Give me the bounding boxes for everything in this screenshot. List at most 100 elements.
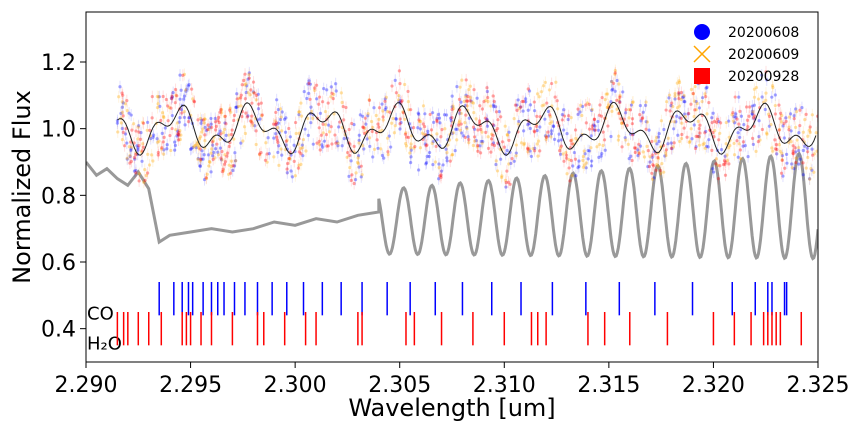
data-point bbox=[264, 141, 268, 145]
data-point bbox=[399, 120, 403, 125]
data-point bbox=[211, 157, 215, 161]
data-point bbox=[176, 138, 181, 142]
data-point bbox=[528, 126, 532, 131]
data-point bbox=[243, 97, 247, 101]
data-point bbox=[675, 81, 679, 85]
data-point bbox=[613, 71, 617, 75]
data-point bbox=[691, 92, 695, 96]
data-point bbox=[232, 137, 236, 141]
data-point bbox=[246, 91, 250, 95]
data-point bbox=[687, 111, 691, 116]
data-point bbox=[386, 152, 390, 157]
data-point bbox=[489, 104, 493, 108]
data-point bbox=[812, 170, 816, 174]
data-point bbox=[361, 144, 365, 148]
data-point bbox=[323, 123, 328, 127]
data-point bbox=[435, 138, 439, 142]
data-point bbox=[605, 105, 609, 109]
data-point bbox=[297, 110, 301, 114]
data-point bbox=[513, 103, 518, 107]
data-point bbox=[136, 146, 140, 150]
data-point bbox=[589, 164, 594, 168]
data-point bbox=[495, 169, 500, 173]
data-point bbox=[213, 116, 217, 121]
data-point bbox=[789, 129, 793, 133]
data-point bbox=[477, 119, 482, 123]
data-point bbox=[440, 128, 444, 132]
data-point bbox=[544, 135, 548, 139]
data-point bbox=[322, 87, 326, 91]
data-point bbox=[476, 128, 480, 132]
data-point bbox=[582, 163, 587, 167]
data-point bbox=[186, 119, 191, 124]
data-point bbox=[677, 79, 681, 83]
data-point bbox=[451, 131, 455, 135]
data-point bbox=[465, 127, 469, 131]
data-point bbox=[278, 117, 283, 122]
data-point bbox=[547, 134, 551, 138]
data-point bbox=[628, 108, 633, 112]
data-point bbox=[209, 170, 213, 174]
data-point bbox=[158, 104, 162, 108]
data-point bbox=[127, 111, 131, 115]
data-point bbox=[228, 171, 233, 175]
data-point bbox=[534, 124, 539, 128]
data-point bbox=[735, 139, 739, 143]
data-point bbox=[625, 123, 629, 127]
data-point bbox=[617, 134, 621, 138]
data-point bbox=[137, 144, 141, 148]
data-point bbox=[192, 99, 196, 103]
data-point bbox=[656, 135, 660, 139]
data-point bbox=[532, 100, 536, 104]
data-point bbox=[213, 120, 218, 124]
data-point bbox=[589, 146, 593, 150]
data-point bbox=[313, 86, 317, 90]
y-tick-label: 0.4 bbox=[41, 318, 76, 343]
data-point bbox=[416, 168, 421, 172]
legend-label: 20200609 bbox=[728, 47, 799, 63]
data-point bbox=[589, 134, 593, 138]
data-point bbox=[335, 140, 339, 144]
data-point bbox=[585, 101, 590, 105]
data-point bbox=[229, 110, 233, 114]
data-point bbox=[800, 106, 804, 110]
data-point bbox=[340, 144, 344, 148]
data-point bbox=[162, 152, 166, 156]
data-point bbox=[587, 102, 591, 106]
data-point bbox=[463, 135, 467, 140]
data-point bbox=[581, 155, 586, 159]
data-point bbox=[561, 152, 565, 156]
data-point bbox=[151, 159, 155, 163]
data-point bbox=[808, 130, 812, 134]
data-point bbox=[752, 103, 756, 107]
data-point bbox=[536, 154, 540, 158]
data-point bbox=[420, 131, 425, 135]
data-point bbox=[119, 111, 123, 116]
data-point bbox=[558, 146, 563, 150]
data-point bbox=[326, 144, 330, 148]
data-point bbox=[336, 141, 340, 145]
data-point bbox=[745, 118, 750, 122]
data-point bbox=[664, 151, 668, 155]
data-point bbox=[431, 163, 435, 167]
data-point bbox=[773, 147, 778, 151]
data-point bbox=[775, 152, 779, 156]
data-point bbox=[361, 125, 366, 130]
data-point bbox=[734, 112, 738, 116]
data-point bbox=[443, 127, 447, 131]
data-point bbox=[517, 106, 521, 111]
data-point bbox=[641, 110, 645, 114]
data-point bbox=[685, 135, 689, 139]
data-point bbox=[627, 108, 631, 112]
data-point bbox=[617, 82, 621, 86]
data-point bbox=[219, 108, 224, 112]
data-point bbox=[152, 133, 156, 137]
data-point bbox=[244, 90, 248, 95]
data-point bbox=[529, 154, 534, 159]
x-tick-label: 2.300 bbox=[264, 373, 327, 398]
data-point bbox=[741, 140, 746, 144]
data-point bbox=[329, 85, 333, 89]
data-point bbox=[564, 156, 569, 160]
data-point bbox=[204, 176, 209, 180]
model-path bbox=[117, 101, 817, 156]
